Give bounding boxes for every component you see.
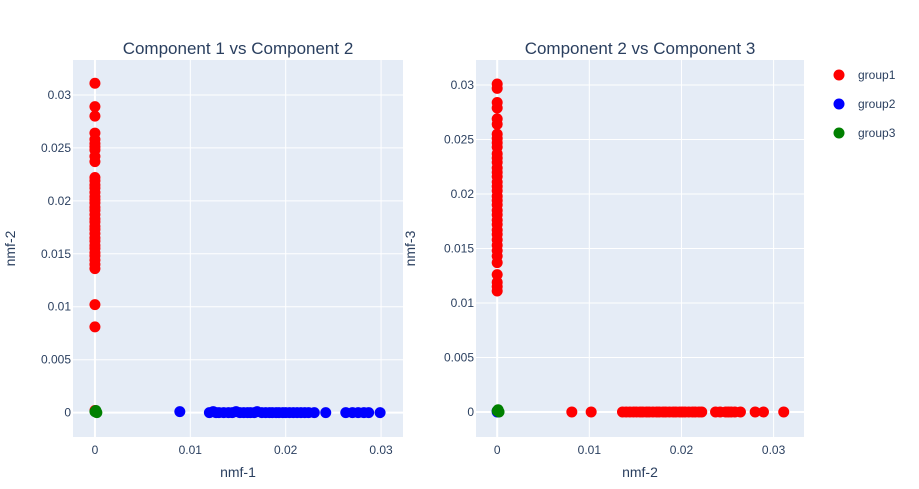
- data-point-group1[interactable]: [89, 77, 101, 89]
- legend-item-group2[interactable]: group2: [833, 97, 896, 111]
- data-point-group1[interactable]: [491, 82, 503, 94]
- y-tick-label: 0.025: [41, 141, 71, 155]
- series-group2: [174, 406, 386, 419]
- legend-marker: [833, 98, 845, 110]
- legend-label: group1: [858, 68, 896, 82]
- x-tick-label: 0.01: [578, 443, 602, 457]
- x-tick-label: 0.02: [274, 443, 298, 457]
- subplot-component-2-vs-component-3: 0 0.005 0.01 0.015 0.02 0.025 0.03 0 0.01 0.02 0.0…: [402, 39, 804, 480]
- data-point-group1[interactable]: [757, 406, 769, 418]
- legend-label: group2: [858, 97, 896, 111]
- data-point-group1[interactable]: [566, 406, 578, 418]
- chart-title: Component 2 vs Component 3: [525, 39, 756, 58]
- y-axis-title: nmf-2: [2, 230, 18, 266]
- y-tick-label: 0.01: [451, 296, 475, 310]
- x-tick-label: 0.03: [762, 443, 786, 457]
- x-axis-title: nmf-2: [622, 464, 658, 480]
- data-point-group1[interactable]: [89, 299, 101, 311]
- y-tick-label: 0: [467, 405, 474, 419]
- data-point-group3[interactable]: [90, 406, 102, 418]
- legend-item-group1[interactable]: group1: [833, 68, 896, 82]
- x-tick-label: 0.02: [670, 443, 694, 457]
- series-group1: [89, 77, 101, 417]
- x-tick-label: 0.03: [369, 443, 393, 457]
- legend-item-group3[interactable]: group3: [833, 126, 896, 140]
- y-tick-label: 0.005: [41, 353, 71, 367]
- y-tick-label: 0.01: [48, 300, 72, 314]
- data-point-group1[interactable]: [89, 263, 101, 275]
- series-group1: [491, 78, 790, 418]
- chart-title: Component 1 vs Component 2: [123, 39, 354, 58]
- y-tick-label: 0.015: [41, 247, 71, 261]
- legend-label: group3: [858, 126, 896, 140]
- data-point-group1[interactable]: [89, 101, 101, 113]
- y-tick-label: 0.03: [451, 78, 475, 92]
- data-point-group1[interactable]: [585, 406, 597, 418]
- data-point-group1[interactable]: [89, 110, 101, 122]
- data-point-group1[interactable]: [491, 257, 503, 269]
- x-tick-label: 0: [92, 443, 99, 457]
- data-point-group1[interactable]: [734, 406, 746, 418]
- data-point-group1[interactable]: [89, 321, 101, 333]
- data-point-group2[interactable]: [363, 407, 375, 419]
- data-point-group2[interactable]: [320, 407, 332, 419]
- y-tick-label: 0.02: [451, 187, 475, 201]
- y-tick-label: 0.03: [48, 88, 72, 102]
- x-axis-title: nmf-1: [220, 464, 256, 480]
- x-tick-label: 0.01: [179, 443, 203, 457]
- data-point-group2[interactable]: [308, 407, 320, 419]
- data-point-group1[interactable]: [491, 269, 503, 281]
- legend-marker: [833, 69, 845, 81]
- series-group3: [491, 404, 505, 418]
- y-tick-label: 0.005: [444, 350, 474, 364]
- data-point-group2[interactable]: [374, 407, 386, 419]
- data-point-group3[interactable]: [492, 404, 504, 416]
- data-point-group2[interactable]: [174, 406, 186, 418]
- data-point-group1[interactable]: [491, 285, 503, 297]
- data-point-group1[interactable]: [89, 156, 101, 168]
- data-point-group1[interactable]: [491, 102, 503, 114]
- legend[interactable]: group1 group2 group3: [833, 68, 896, 140]
- subplot-component-1-vs-component-2: 0 0.005 0.01 0.015 0.02 0.025 0.03 0 0.01 0.02 0.0…: [2, 39, 403, 480]
- y-tick-label: 0.015: [444, 242, 474, 256]
- legend-marker: [833, 127, 845, 139]
- y-axis-title: nmf-3: [402, 230, 418, 266]
- y-tick-label: 0: [64, 406, 71, 420]
- plot-area[interactable]: [73, 60, 403, 437]
- y-tick-label: 0.02: [48, 194, 72, 208]
- data-point-group1[interactable]: [696, 406, 708, 418]
- y-tick-label: 0.025: [444, 133, 474, 147]
- data-point-group1[interactable]: [778, 406, 790, 418]
- series-group3: [89, 405, 103, 419]
- data-point-group1[interactable]: [491, 118, 503, 130]
- x-tick-label: 0: [494, 443, 501, 457]
- data-point-group1[interactable]: [749, 406, 761, 418]
